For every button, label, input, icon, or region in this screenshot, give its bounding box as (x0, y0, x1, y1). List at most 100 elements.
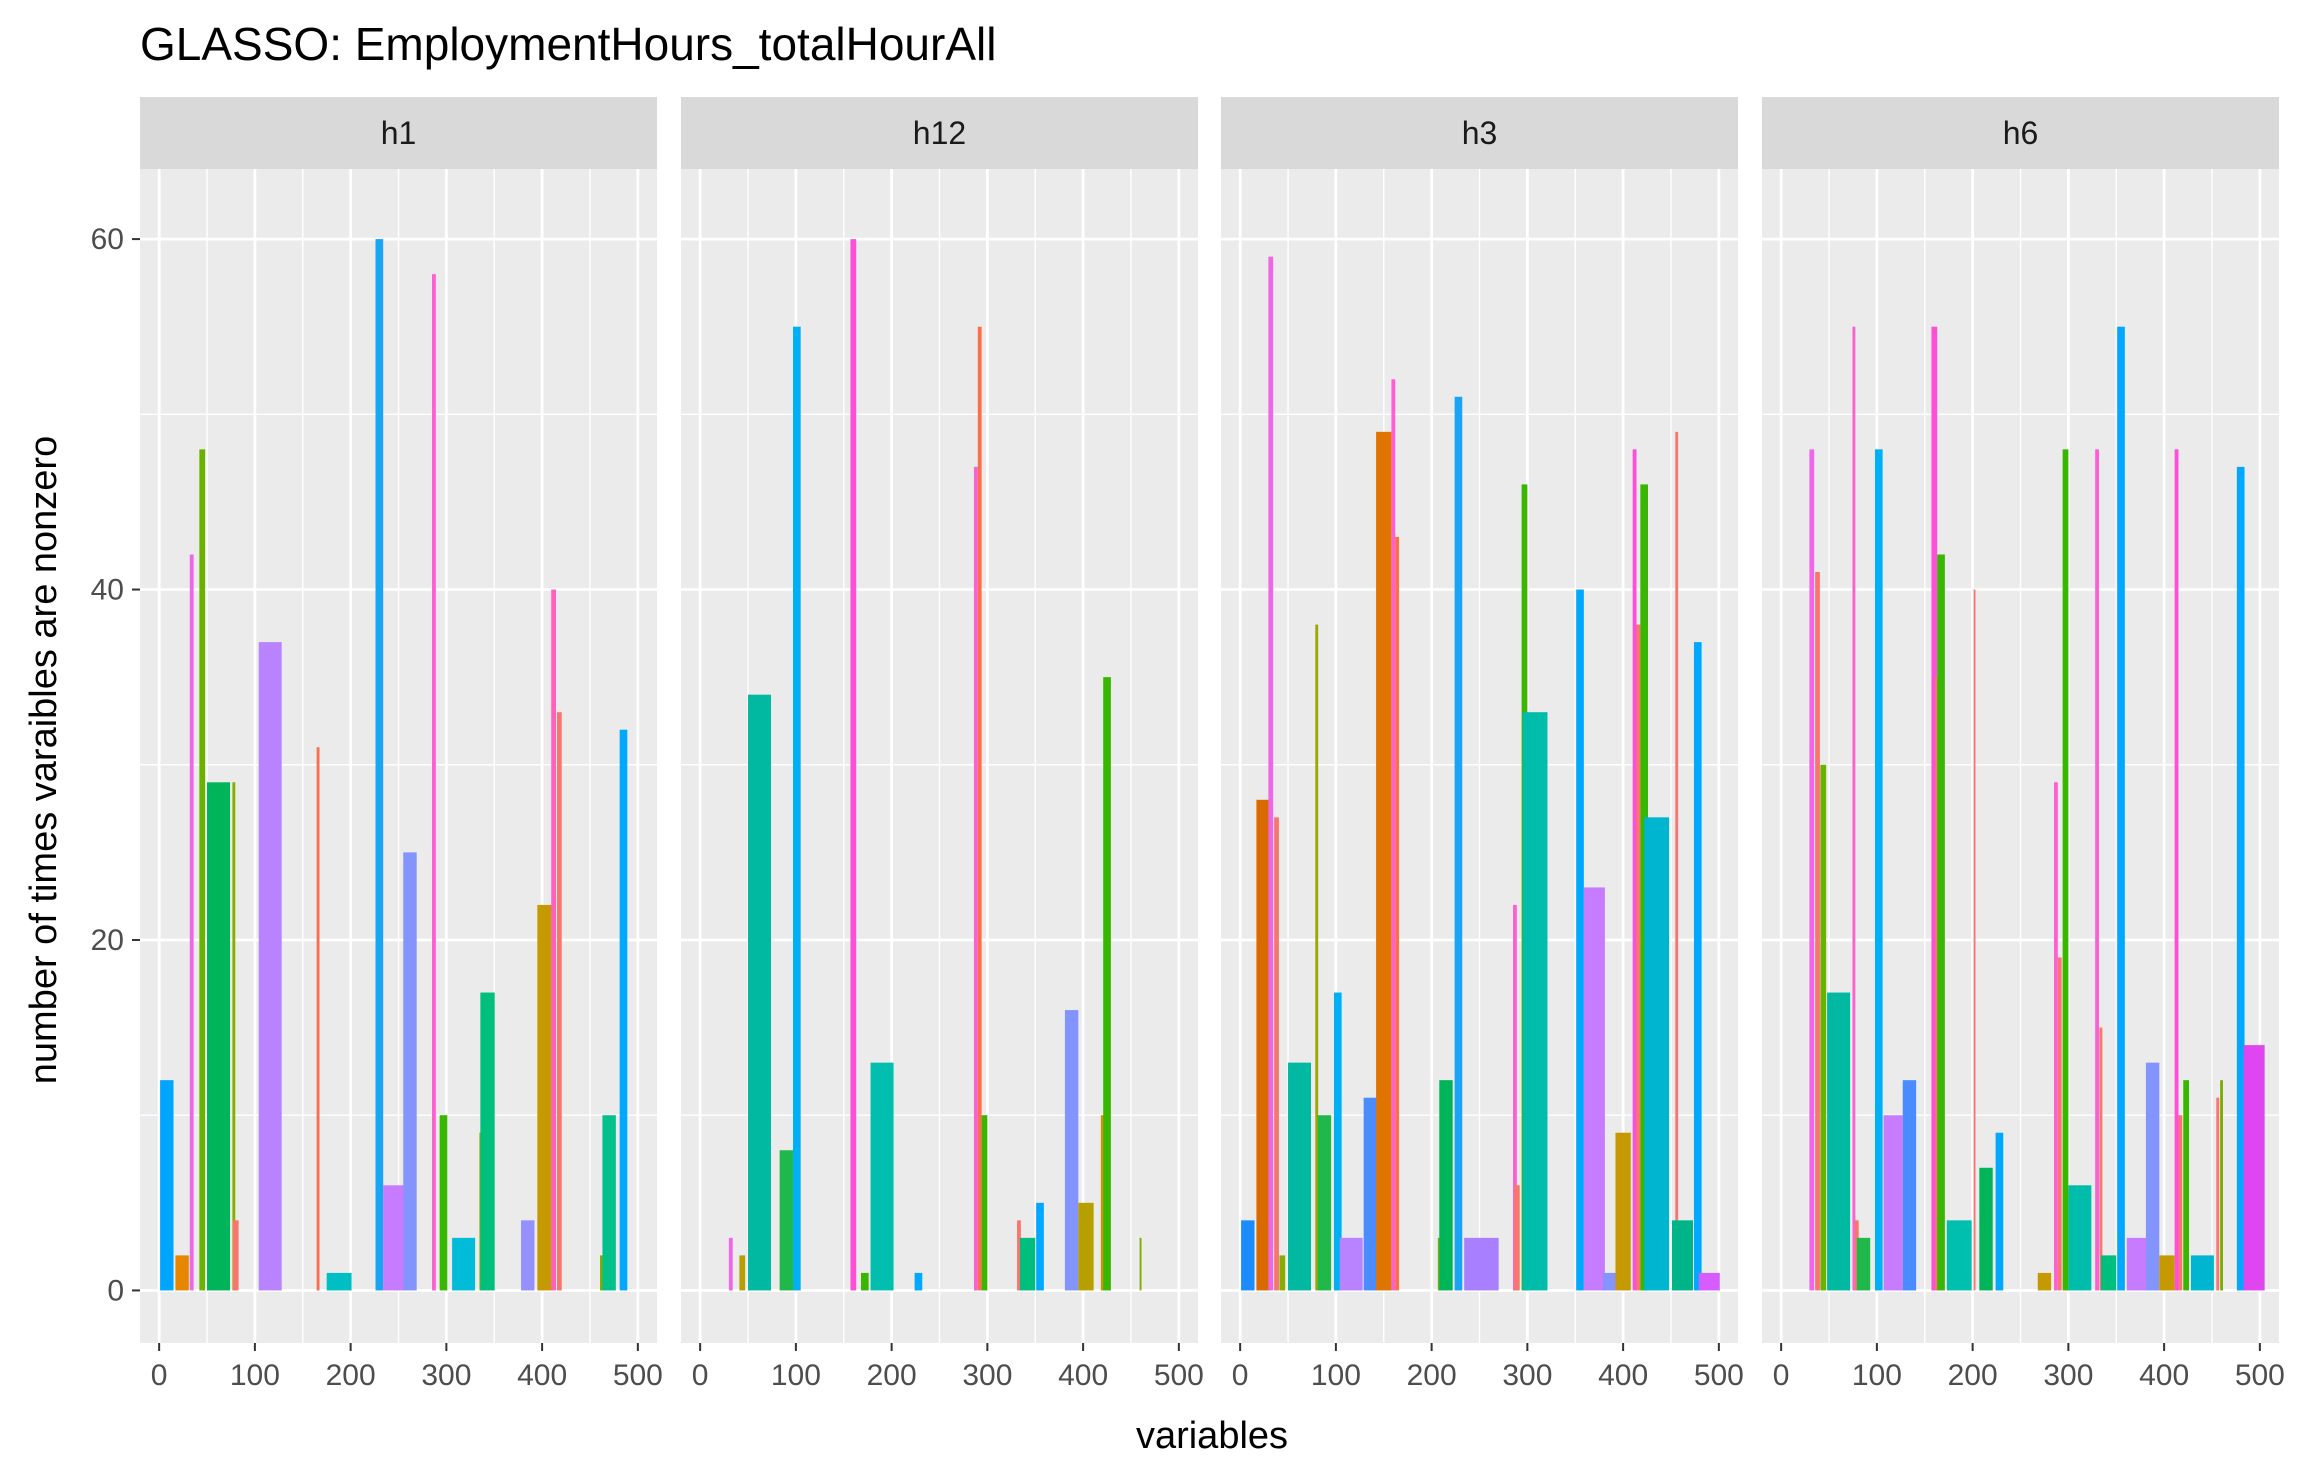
bar-h12-6 (860, 1272, 869, 1291)
bar-h3-21 (1522, 712, 1548, 1291)
x-tick-label: 100 (230, 1359, 280, 1392)
bar-h12-5 (850, 239, 857, 1291)
x-tick-label: 300 (962, 1359, 1012, 1392)
x-tick-label: 200 (1948, 1359, 1998, 1392)
bar-h12-17 (1100, 1115, 1104, 1291)
bar-h12-1 (739, 1255, 746, 1291)
bar-h6-22 (2095, 449, 2100, 1291)
bar-h12-15 (1064, 1010, 1079, 1291)
bar-h3-30 (1675, 431, 1679, 1291)
bar-h6-9 (1902, 1080, 1917, 1291)
facet-strip (1221, 97, 1738, 169)
x-tick-label: 300 (421, 1359, 471, 1392)
bar-h3-17 (1464, 1237, 1499, 1291)
x-tick-label: 500 (1154, 1359, 1204, 1392)
bar-h12-14 (1036, 1202, 1044, 1291)
bar-h6-32 (2190, 1255, 2214, 1291)
bar-h1-11 (383, 1185, 405, 1291)
bar-h1-9 (326, 1272, 352, 1291)
bar-h12-8 (914, 1272, 923, 1291)
bar-h6-17 (2037, 1272, 2052, 1291)
bar-h3-33 (1698, 1272, 1720, 1291)
y-tick-label: 40 (91, 574, 124, 607)
facet-strip (1762, 97, 2279, 169)
y-tick-label: 20 (91, 924, 124, 957)
bar-h6-24 (2100, 1255, 2117, 1291)
facet-strip-label: h1 (381, 115, 417, 151)
bar-h6-21 (2068, 1185, 2092, 1291)
bar-h3-12 (1391, 379, 1396, 1291)
bar-h12-9 (973, 466, 978, 1291)
bar-h1-10 (375, 239, 384, 1291)
x-tick-label: 400 (2139, 1359, 2189, 1392)
bar-h12-0 (728, 1237, 733, 1291)
bar-h6-34 (2220, 1080, 2223, 1291)
bar-h6-13 (1946, 1220, 1972, 1291)
bar-h3-2 (1268, 256, 1274, 1291)
bar-h1-17 (480, 992, 495, 1291)
bar-h1-6 (232, 1220, 239, 1291)
x-tick-label: 0 (1773, 1359, 1790, 1392)
x-tick-label: 400 (517, 1359, 567, 1392)
bar-h6-0 (1809, 449, 1815, 1291)
bar-h1-19 (537, 904, 553, 1291)
bar-h3-5 (1288, 1062, 1311, 1291)
bar-h3-13 (1395, 536, 1400, 1291)
bar-h6-27 (2145, 1062, 2160, 1291)
y-axis-title: number of times varaibles are nonzero (23, 436, 65, 1084)
y-tick-label: 0 (107, 1274, 124, 1307)
bar-h12-19 (1139, 1237, 1142, 1291)
bar-h6-18 (2054, 782, 2058, 1291)
bar-h3-10 (1363, 1097, 1378, 1291)
bar-h1-12 (403, 852, 417, 1291)
bar-h1-23 (602, 1115, 616, 1291)
x-tick-label: 500 (2235, 1359, 2285, 1392)
bar-h12-7 (870, 1062, 894, 1291)
bar-h3-27 (1636, 624, 1641, 1291)
bar-h6-19 (2057, 957, 2062, 1291)
x-tick-label: 100 (1311, 1359, 1361, 1392)
bar-h12-12 (1017, 1220, 1021, 1291)
bar-h6-1 (1815, 572, 1820, 1291)
x-tick-label: 100 (1852, 1359, 1902, 1392)
x-tick-label: 0 (151, 1359, 168, 1392)
bar-h12-2 (748, 694, 771, 1291)
bar-h6-2 (1820, 764, 1827, 1291)
bar-h6-25 (2117, 326, 2125, 1291)
x-tick-label: 0 (1232, 1359, 1249, 1392)
x-tick-label: 0 (692, 1359, 709, 1392)
bar-h6-36 (2243, 1045, 2265, 1291)
bar-h6-3 (1827, 992, 1851, 1291)
facet-panel-h6: h6 0 100 200 300 400 500 (1762, 97, 2285, 1392)
x-tick-label: 300 (1502, 1359, 1552, 1392)
bar-h6-29 (2174, 449, 2179, 1291)
y-tick-label: 60 (91, 223, 124, 256)
x-tick-label: 300 (2043, 1359, 2093, 1392)
bar-h6-26 (2126, 1237, 2150, 1291)
bar-h6-16 (1995, 1132, 2004, 1291)
bar-h1-7 (258, 642, 282, 1291)
bar-h6-10 (1931, 326, 1938, 1291)
bar-h3-7 (1317, 1115, 1332, 1291)
bar-h1-22 (600, 1255, 603, 1291)
bar-h3-31 (1671, 1220, 1694, 1291)
bar-h3-16 (1454, 396, 1463, 1291)
bar-h1-13 (432, 274, 436, 1291)
bar-h1-14 (439, 1115, 448, 1291)
x-axis-title: variables (1136, 1415, 1288, 1457)
chart-title: GLASSO: EmploymentHours_totalHourAll (140, 18, 996, 70)
bar-h1-24 (619, 729, 628, 1291)
bar-h12-18 (1103, 677, 1111, 1291)
bar-h1-5 (232, 782, 236, 1291)
bar-h1-3 (199, 449, 206, 1291)
facet-panels: h1 0 100 200 300 400 500 0 20 40 60 h12 0 100 200 300 40… (91, 97, 2285, 1392)
bar-h6-28 (2159, 1255, 2175, 1291)
bar-h3-23 (1583, 887, 1605, 1291)
bar-h6-31 (2183, 1080, 2190, 1291)
bar-h1-8 (316, 747, 320, 1291)
facet-strip (140, 97, 657, 169)
bar-h3-29 (1644, 817, 1670, 1291)
bar-h3-32 (1693, 642, 1702, 1291)
facet-panel-h12: h12 0 100 200 300 400 500 (681, 97, 1204, 1392)
